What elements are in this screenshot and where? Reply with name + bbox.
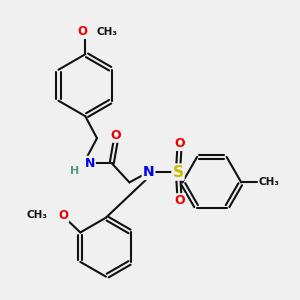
Text: O: O xyxy=(174,194,185,207)
Text: O: O xyxy=(77,25,87,38)
Text: CH₃: CH₃ xyxy=(259,177,280,188)
Text: CH₃: CH₃ xyxy=(27,210,48,220)
Text: O: O xyxy=(174,137,185,150)
Text: H: H xyxy=(70,167,79,176)
Text: N: N xyxy=(143,165,154,179)
Text: S: S xyxy=(172,165,184,180)
Text: CH₃: CH₃ xyxy=(96,27,117,37)
Text: O: O xyxy=(111,129,122,142)
Text: O: O xyxy=(58,209,68,222)
Text: N: N xyxy=(85,157,95,170)
